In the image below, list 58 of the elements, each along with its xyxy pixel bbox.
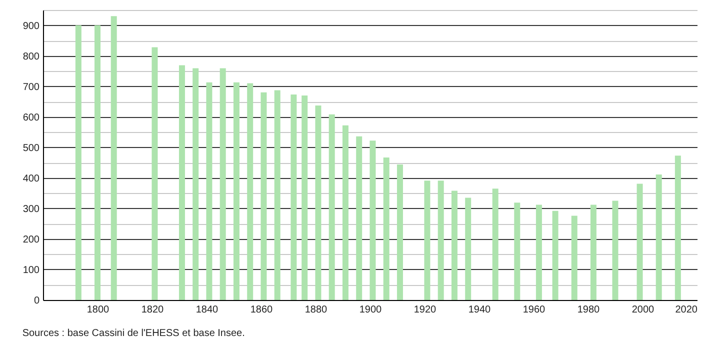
bar [424, 180, 430, 300]
bar [536, 204, 542, 300]
bar [590, 204, 596, 300]
x-tick-label: 1980 [577, 304, 600, 316]
y-tick-label: 800 [22, 51, 40, 62]
bar [674, 156, 681, 300]
bar [356, 136, 362, 300]
x-tick-label: 1900 [359, 304, 382, 316]
bar [514, 202, 520, 300]
bar [152, 47, 158, 300]
bar [110, 16, 117, 300]
bar [178, 65, 185, 300]
bar [260, 92, 267, 300]
x-tick-label: 1800 [86, 304, 110, 316]
bar [571, 216, 578, 300]
y-tick-label: 400 [22, 173, 40, 184]
bar [290, 94, 297, 300]
bar [233, 82, 240, 300]
bar [383, 157, 390, 300]
x-tick-label: 1840 [196, 304, 219, 316]
bar [274, 90, 280, 300]
x-tick-label: 1860 [250, 304, 274, 316]
bar [302, 95, 308, 300]
x-tick-label: 2000 [632, 304, 655, 316]
bar [247, 83, 254, 300]
y-tick-label: 900 [22, 20, 40, 32]
y-tick-label: 100 [22, 264, 40, 276]
x-tick-label: 2020 [675, 304, 698, 316]
y-tick-label: 300 [22, 204, 40, 215]
bar [552, 210, 558, 300]
bar [636, 184, 643, 300]
x-tick-label: 1820 [141, 304, 164, 316]
x-tick-label: 1920 [414, 304, 437, 316]
bar [315, 106, 322, 300]
bar [492, 188, 498, 300]
bar [656, 174, 662, 300]
bar [328, 114, 335, 300]
bar [465, 198, 472, 300]
bar [438, 180, 444, 300]
bar [612, 200, 618, 300]
bar [220, 68, 226, 300]
x-tick-label: 1940 [468, 304, 492, 316]
y-tick-label: 200 [22, 234, 40, 246]
source-note: Sources : base Cassini de l'EHESS et base Insee. [22, 328, 245, 339]
bar [396, 164, 403, 300]
bar [75, 25, 82, 300]
bar [94, 25, 100, 300]
bar [342, 125, 348, 300]
bar [370, 140, 376, 300]
bar [451, 190, 458, 300]
x-tick-label: 1960 [522, 304, 546, 316]
y-tick-label: 700 [22, 82, 40, 93]
y-tick-label: 600 [22, 112, 40, 124]
y-tick-label: 0 [34, 296, 40, 306]
bar [192, 68, 199, 300]
bar [206, 82, 212, 300]
x-tick-label: 1880 [304, 304, 328, 316]
y-tick-label: 500 [22, 142, 40, 154]
